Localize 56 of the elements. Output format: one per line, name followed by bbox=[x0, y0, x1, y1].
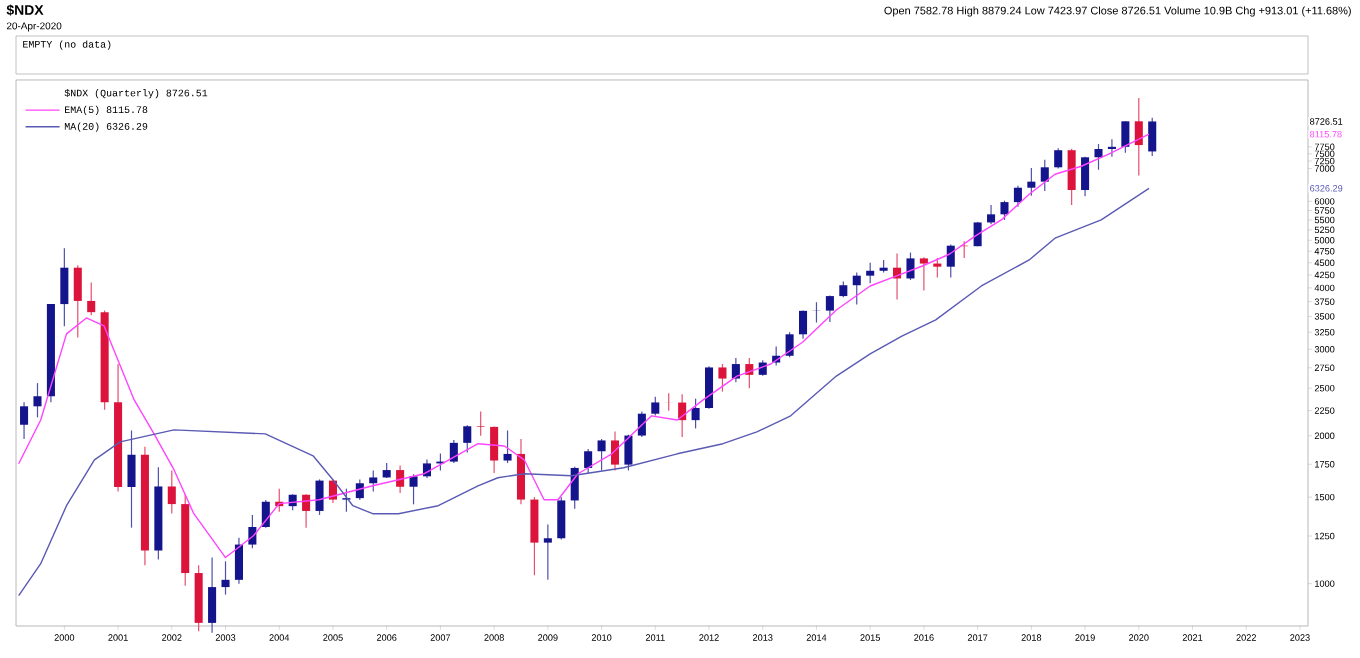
candlestick bbox=[906, 251, 915, 281]
candlestick bbox=[543, 523, 552, 581]
candlestick bbox=[799, 309, 808, 340]
candlestick bbox=[933, 257, 942, 279]
candlestick bbox=[987, 204, 996, 225]
candlestick bbox=[221, 560, 230, 596]
candlestick bbox=[825, 294, 834, 323]
candlestick bbox=[516, 438, 526, 505]
candlestick bbox=[731, 357, 740, 383]
candlestick bbox=[20, 401, 29, 440]
candlestick bbox=[584, 448, 593, 474]
candlestick bbox=[852, 271, 861, 306]
candlestick bbox=[691, 398, 700, 430]
line-series bbox=[17, 187, 1150, 597]
candlestick bbox=[1107, 138, 1116, 158]
candlestick bbox=[1148, 117, 1157, 157]
candlestick bbox=[1081, 156, 1090, 197]
candlestick bbox=[463, 424, 472, 454]
candlestick bbox=[1040, 159, 1049, 192]
candlestick bbox=[315, 478, 324, 516]
candlestick bbox=[704, 365, 714, 410]
candlestick bbox=[1027, 167, 1036, 197]
candlestick bbox=[1094, 143, 1103, 171]
candlestick bbox=[1054, 147, 1063, 170]
candlestick bbox=[1067, 148, 1076, 206]
candlestick bbox=[919, 256, 928, 292]
candlestick bbox=[248, 514, 257, 549]
candlestick bbox=[597, 438, 606, 472]
candlestick bbox=[1121, 120, 1130, 154]
candlestick bbox=[1013, 185, 1022, 208]
candlestick bbox=[127, 429, 136, 529]
candlestick bbox=[718, 363, 727, 393]
candlestick bbox=[946, 243, 955, 279]
candlestick bbox=[785, 331, 794, 358]
candlestick bbox=[60, 247, 69, 327]
candlestick bbox=[490, 425, 499, 474]
candlestick bbox=[234, 537, 243, 585]
candlestick bbox=[637, 410, 646, 438]
candlestick bbox=[87, 282, 96, 316]
candlestick bbox=[167, 469, 176, 514]
candlestick bbox=[651, 396, 660, 417]
candlestick bbox=[369, 469, 378, 493]
candlestick bbox=[557, 496, 566, 541]
candlestick bbox=[342, 488, 351, 513]
candlestick bbox=[1134, 97, 1143, 177]
candlestick bbox=[503, 429, 512, 464]
candlestick bbox=[476, 410, 485, 437]
candlestick bbox=[866, 262, 875, 284]
candlestick bbox=[396, 464, 405, 494]
candlestick bbox=[73, 264, 82, 339]
candlestick bbox=[624, 434, 633, 472]
candlestick bbox=[530, 496, 539, 576]
candlestick bbox=[33, 382, 42, 418]
candlestick bbox=[409, 473, 418, 505]
candlestick bbox=[208, 556, 217, 634]
candlestick bbox=[1000, 200, 1009, 221]
